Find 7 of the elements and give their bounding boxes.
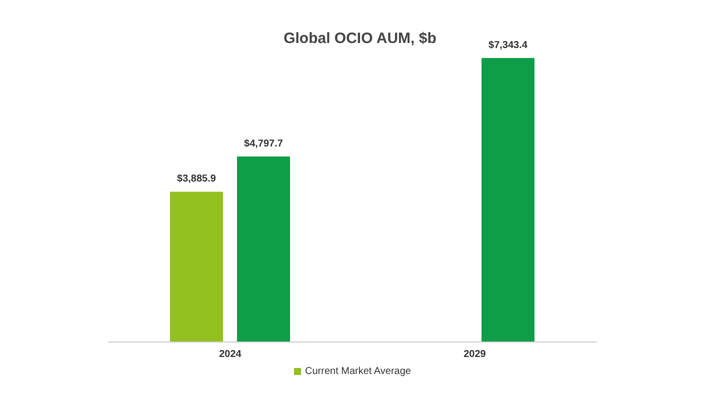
chart-title: Global OCIO AUM, $b	[284, 30, 436, 47]
x-tick-label: 2024	[219, 349, 242, 360]
legend-label: Current Market Average	[304, 366, 411, 377]
data-label: $7,343.4	[488, 40, 528, 51]
x-tick-label: 2029	[464, 349, 486, 360]
data-label: $4,797.7	[244, 138, 284, 150]
data-label: $3,885.9	[177, 174, 216, 185]
